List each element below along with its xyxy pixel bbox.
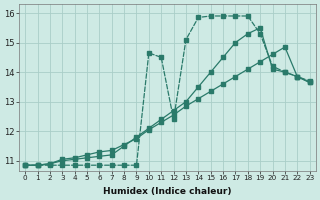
X-axis label: Humidex (Indice chaleur): Humidex (Indice chaleur) (103, 187, 232, 196)
